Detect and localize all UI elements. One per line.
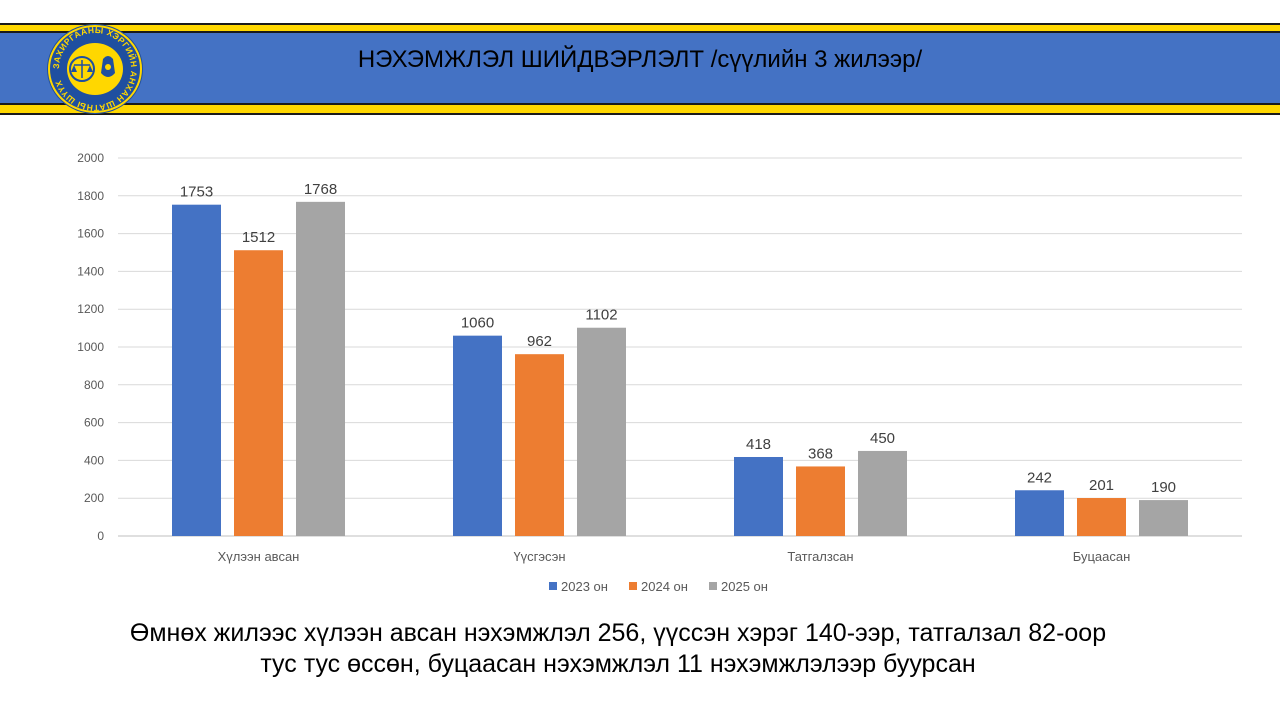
page-title: НЭХЭМЖЛЭЛ ШИЙДВЭРЛЭЛТ /сүүлийн 3 жилээр/ [357,46,923,73]
data-label: 418 [746,436,771,453]
y-tick-label: 800 [84,378,104,392]
summary-caption: Өмнөх жилээс хүлээн авсан нэхэмжлэл 256,… [0,618,1236,680]
y-tick-label: 600 [84,416,104,430]
summary-line-2: тус тус өссөн, буцаасан нэхэмжлэл 11 нэх… [260,650,976,678]
data-label: 190 [1151,479,1176,496]
y-tick-label: 1600 [77,227,104,241]
y-tick-label: 1000 [77,340,104,354]
data-label: 201 [1089,477,1114,494]
legend-swatch [629,582,637,590]
legend-swatch [709,582,717,590]
bar-1 [234,250,283,536]
category-label: Буцаасан [1073,549,1131,564]
bar-2 [858,450,907,536]
header-edge [0,103,1280,105]
summary-line-1: Өмнөх жилээс хүлээн авсан нэхэмжлэл 256,… [129,619,1107,647]
court-logo-icon: ЗАХИРГААНЫ ХЭРГИЙН АНХАН ШАТНЫ ШҮҮХ [47,24,143,114]
data-label: 450 [870,430,895,447]
bar-0 [734,456,783,536]
bar-2 [1139,500,1188,536]
data-label: 962 [527,333,552,350]
bar-0 [172,204,221,537]
data-label: 1060 [461,315,494,332]
y-tick-label: 1200 [77,302,104,316]
y-tick-label: 1400 [77,264,104,278]
y-tick-label: 2000 [77,151,104,165]
legend-label: 2024 он [641,579,688,594]
header-edge [0,23,1280,25]
y-tick-label: 200 [84,491,104,505]
data-label: 1753 [180,184,213,201]
legend-label: 2023 он [561,579,608,594]
category-label: Татгалзсан [787,549,853,564]
bar-2 [577,327,626,536]
bar-1 [1077,498,1126,536]
header-edge [0,113,1280,115]
legend-label: 2025 он [721,579,768,594]
header-blue-bar [0,33,1280,103]
data-label: 1768 [304,181,337,198]
header-band [0,23,1280,116]
header-stripe-top [0,23,1280,31]
bar-2 [296,201,345,536]
y-tick-label: 1800 [77,189,104,203]
bar-1 [796,466,845,536]
y-tick-label: 400 [84,453,104,467]
data-label: 1102 [585,307,617,324]
data-label: 242 [1027,469,1052,486]
header-stripe-bottom [0,105,1280,113]
bar-0 [1015,490,1064,536]
y-tick-label: 0 [97,529,104,543]
data-label: 1512 [242,229,275,246]
category-label: Хүлээн авсан [218,549,300,564]
legend-swatch [549,582,557,590]
header-edge [0,31,1280,33]
category-label: Үүсгэсэн [513,549,565,564]
data-label: 368 [808,445,833,462]
bar-0 [453,335,502,536]
bar-1 [515,354,564,536]
